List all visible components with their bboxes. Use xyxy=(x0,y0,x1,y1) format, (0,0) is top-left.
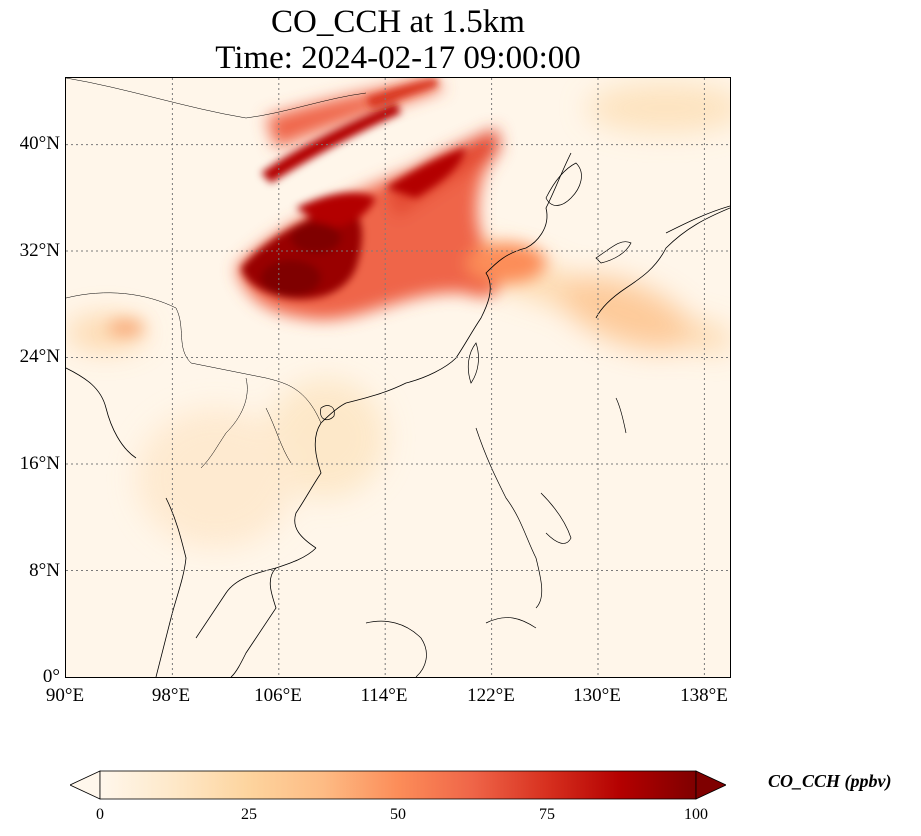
colorbar-tick-label: 25 xyxy=(241,806,257,823)
colorbar-tick-label: 75 xyxy=(539,806,555,823)
map-canvas xyxy=(66,78,730,677)
lat-tick-label: 0° xyxy=(42,666,60,687)
lat-tick-label: 16°N xyxy=(19,453,60,474)
lon-tick-label: 98°E xyxy=(151,685,191,706)
colorbar-tick-label: 0 xyxy=(96,806,104,823)
lon-tick-label: 90°E xyxy=(45,685,85,706)
lat-tick-label: 8°N xyxy=(29,560,60,581)
islands xyxy=(320,162,730,677)
lat-tick-label: 24°N xyxy=(19,346,60,367)
borders xyxy=(66,78,367,469)
lat-tick-label: 32°N xyxy=(19,240,60,261)
colorbar-label: CO_CCH (ppbv) xyxy=(768,771,892,791)
chart-title-line2: Time: 2024-02-17 09:00:00 xyxy=(215,40,581,76)
map-panel xyxy=(65,77,731,678)
coastlines xyxy=(66,152,730,677)
concentration-field xyxy=(66,78,730,548)
lon-tick-label: 138°E xyxy=(680,685,728,706)
colorbar-gradient xyxy=(70,770,726,800)
lon-tick-label: 106°E xyxy=(254,685,302,706)
chart-title-line1: CO_CCH at 1.5km xyxy=(271,4,525,40)
colorbar-extend-max xyxy=(695,770,726,800)
colorbar-tick-label: 100 xyxy=(684,806,708,823)
colorbar-tick-label: 50 xyxy=(390,806,406,823)
lon-tick-label: 114°E xyxy=(360,685,408,706)
lat-tick-label: 40°N xyxy=(19,133,60,154)
lon-tick-label: 130°E xyxy=(573,685,621,706)
gridlines xyxy=(66,78,730,677)
colorbar-extend-min xyxy=(70,770,101,800)
lon-tick-label: 122°E xyxy=(467,685,515,706)
colorbar xyxy=(70,770,726,800)
